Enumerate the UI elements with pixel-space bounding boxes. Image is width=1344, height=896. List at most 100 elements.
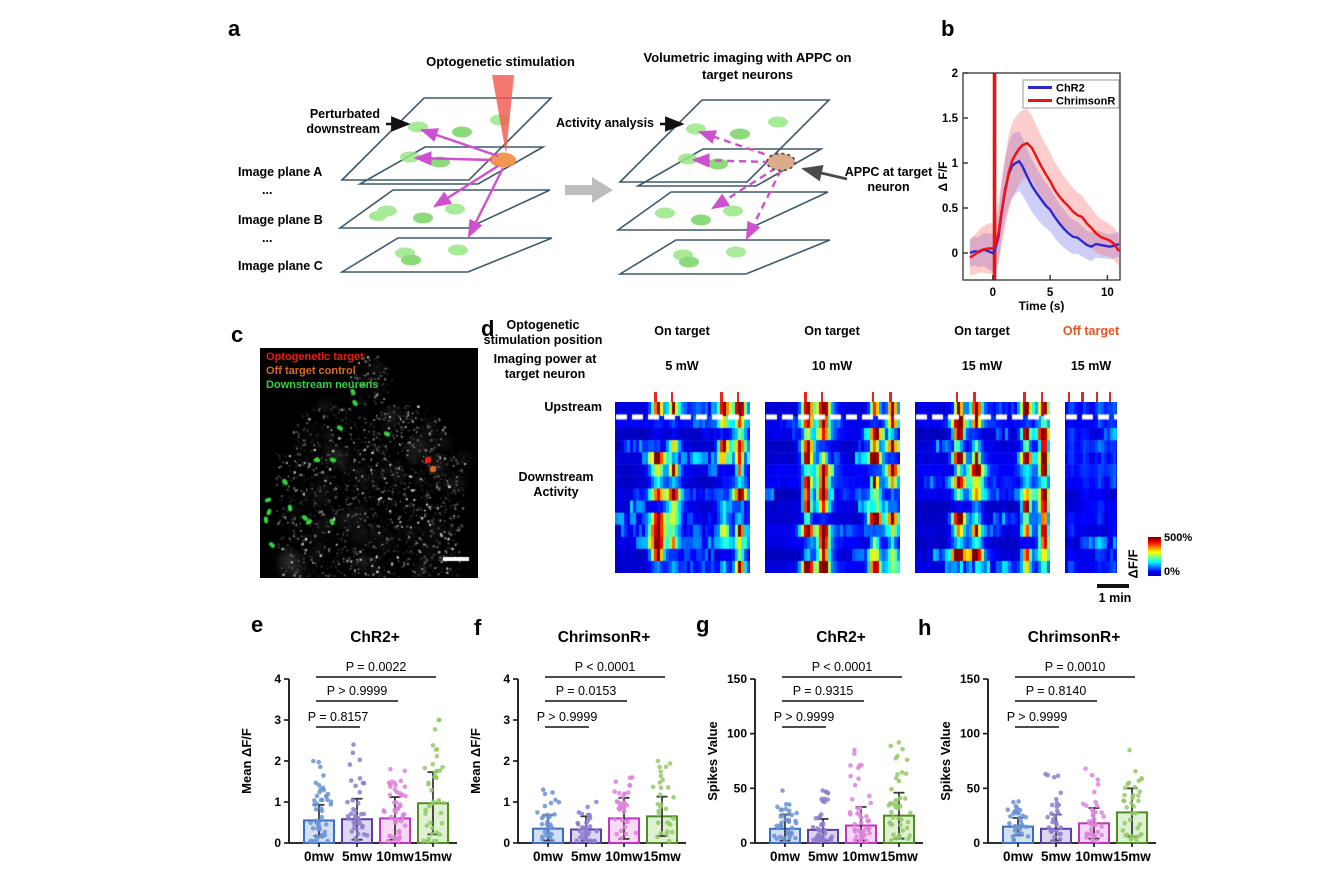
svg-text:15mw: 15mw	[643, 849, 681, 864]
svg-text:3: 3	[274, 713, 281, 727]
svg-text:15mw: 15mw	[1113, 849, 1151, 864]
col-1-position: On target	[654, 324, 710, 338]
heatmap-on-target-10mw	[765, 402, 900, 573]
svg-text:P = 0.8140: P = 0.8140	[1026, 684, 1087, 698]
colorbar-max-label: 500%	[1164, 532, 1193, 544]
stim-tick	[889, 392, 892, 402]
colorbar-min-label: 0%	[1164, 566, 1180, 578]
svg-text:10: 10	[1101, 287, 1114, 299]
svg-text:0mw: 0mw	[304, 849, 335, 864]
svg-text:Mean ΔF/F: Mean ΔF/F	[468, 728, 483, 794]
svg-text:1.5: 1.5	[942, 113, 959, 125]
svg-text:5mw: 5mw	[342, 849, 373, 864]
svg-text:ChR2: ChR2	[1056, 83, 1085, 95]
svg-text:0.5: 0.5	[942, 203, 959, 215]
downstream-neurons-right	[655, 116, 788, 268]
svg-text:Spikes Value: Spikes Value	[938, 721, 953, 801]
svg-text:P < 0.0001: P < 0.0001	[812, 660, 873, 674]
svg-text:15mw: 15mw	[414, 849, 452, 864]
stim-tick	[1108, 392, 1112, 402]
perturbated-downstream-label: Perturbated downstream	[306, 107, 380, 137]
col-1-power: 5 mW	[665, 359, 699, 373]
svg-text:ChR2+: ChR2+	[816, 629, 866, 646]
svg-text:4: 4	[274, 672, 281, 686]
image-plane-b-label: Image plane B	[238, 213, 323, 227]
svg-text:P = 0.9315: P = 0.9315	[793, 684, 854, 698]
panel-e-letter: e	[251, 612, 264, 637]
stim-tick	[736, 392, 740, 402]
stim-tick	[670, 392, 673, 402]
svg-text:P > 0.9999: P > 0.9999	[774, 710, 835, 724]
svg-text:150: 150	[960, 672, 980, 686]
svg-text:100: 100	[727, 727, 747, 741]
analysis-arrows	[691, 130, 783, 241]
svg-text:0mw: 0mw	[770, 849, 801, 864]
svg-text:ChrimsonR+: ChrimsonR+	[558, 629, 651, 646]
svg-text:ChrimsonR+: ChrimsonR+	[1028, 629, 1121, 646]
legend-box	[1022, 79, 1120, 109]
panel-h-letter: h	[918, 615, 932, 640]
svg-text:5mw: 5mw	[808, 849, 839, 864]
image-planes-left	[337, 97, 553, 273]
colorbar-axis-label: ΔF/F	[1125, 549, 1141, 579]
stim-tick	[820, 392, 823, 402]
panel-f-letter: f	[474, 615, 482, 640]
svg-text:1: 1	[952, 158, 959, 170]
svg-text:10mw: 10mw	[376, 849, 414, 864]
heatmap-off-target-15mw	[1065, 402, 1117, 573]
stim-tick	[955, 392, 959, 402]
legend-downstream-neurons: Downstream neurons	[266, 379, 379, 391]
svg-text:P = 0.0010: P = 0.0010	[1045, 660, 1106, 674]
stim-tick	[973, 392, 976, 402]
svg-text:10mw: 10mw	[842, 849, 880, 864]
svg-text:0: 0	[973, 836, 980, 850]
panel-a-letter: a	[228, 16, 241, 41]
svg-text:Mean ΔF/F: Mean ΔF/F	[239, 728, 254, 794]
svg-text:Spikes Value: Spikes Value	[705, 721, 720, 801]
col-2-position: On target	[804, 324, 860, 338]
svg-text:0: 0	[990, 287, 996, 299]
chart-g: 0 50 100 150 Spikes Value 0mw 5mw 10mw 15mw P > 0…	[705, 629, 923, 864]
time-scalebar-label: 1 min	[1098, 591, 1132, 605]
stim-tick	[1095, 392, 1099, 402]
stim-tick	[1067, 392, 1071, 402]
svg-text:10mw: 10mw	[1075, 849, 1113, 864]
col-4-power: 15 mW	[1070, 359, 1112, 373]
stimulation-cone	[492, 75, 514, 154]
upstream-label: Upstream	[544, 400, 602, 414]
svg-text:Time (s): Time (s)	[1019, 299, 1065, 313]
col-2-power: 10 mW	[811, 359, 853, 373]
svg-text:P < 0.0001: P < 0.0001	[575, 660, 636, 674]
svg-text:P = 0.0153: P = 0.0153	[556, 684, 617, 698]
svg-text:50: 50	[967, 781, 981, 795]
col-3-position: On target	[954, 324, 1010, 338]
svg-text:2: 2	[503, 754, 510, 768]
svg-text:150: 150	[727, 672, 747, 686]
appc-pointer-arrow	[801, 164, 848, 182]
svg-text:2: 2	[952, 68, 958, 80]
brain-microscopy-image	[260, 348, 478, 578]
ellipsis-2: ...	[262, 231, 273, 245]
col-3-power: 15 mW	[961, 359, 1003, 373]
svg-text:10mw: 10mw	[605, 849, 643, 864]
svg-text:5mw: 5mw	[1041, 849, 1072, 864]
panel-b-letter: b	[941, 16, 955, 41]
heatmap-on-target-5mw	[615, 402, 750, 573]
stimulation-position-row-label: Optogenetic stimulation position	[483, 318, 603, 348]
svg-text:P > 0.9999: P > 0.9999	[537, 710, 598, 724]
svg-text:0mw: 0mw	[1003, 849, 1034, 864]
chart-h: 0 50 100 150 Spikes Value 0mw 5mw 10mw 15mw P > 0…	[938, 629, 1156, 864]
stim-tick	[654, 392, 657, 402]
svg-text:1: 1	[503, 795, 510, 809]
svg-text:5: 5	[1047, 287, 1054, 299]
image-plane-a-label: Image plane A	[238, 165, 323, 179]
col-4-position: Off target	[1062, 324, 1120, 338]
svg-text:P = 0.8157: P = 0.8157	[308, 710, 369, 724]
transition-arrow	[565, 177, 613, 203]
line-ChR2	[969, 159, 1120, 255]
svg-text:5mw: 5mw	[571, 849, 602, 864]
svg-text:P > 0.9999: P > 0.9999	[1007, 710, 1068, 724]
svg-text:0mw: 0mw	[533, 849, 564, 864]
svg-text:3: 3	[503, 713, 510, 727]
